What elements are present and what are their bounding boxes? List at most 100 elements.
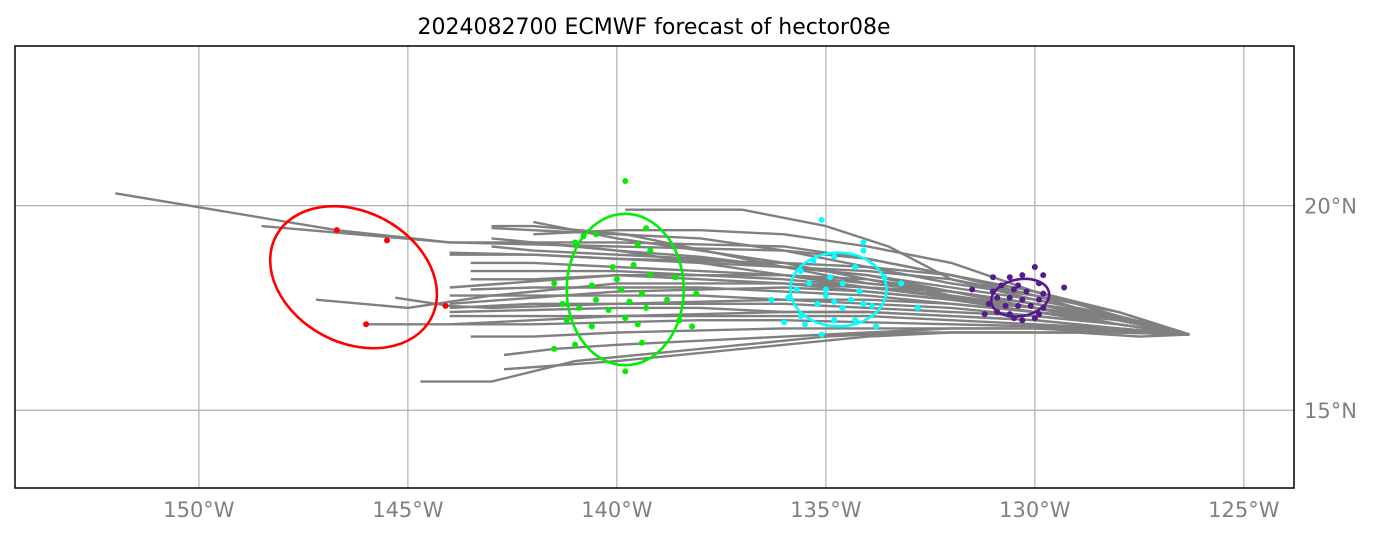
forecast-positions — [333, 178, 1068, 375]
forecast-position-point — [1010, 286, 1017, 293]
forecast-position-point — [839, 304, 846, 311]
forecast-position-point — [622, 178, 629, 185]
forecast-position-point — [647, 272, 654, 279]
forecast-position-point — [981, 311, 988, 318]
forecast-position-point — [860, 239, 867, 246]
lat-tick-label: 20°N — [1304, 195, 1357, 219]
forecast-position-point — [592, 231, 599, 238]
uncertainty-ellipse — [268, 204, 439, 350]
forecast-position-point — [994, 294, 1001, 301]
plot-area — [115, 178, 1190, 383]
forecast-position-point — [822, 286, 829, 293]
forecast-position-point — [814, 300, 821, 307]
forecast-position-point — [576, 304, 583, 311]
forecast-position-point — [881, 274, 888, 281]
forecast-position-point — [551, 345, 558, 352]
forecast-position-point — [1027, 302, 1034, 309]
ensemble-track — [449, 314, 1190, 336]
forecast-position-point — [626, 298, 633, 305]
uncertainty-ellipses — [268, 204, 1051, 367]
forecast-position-point — [363, 321, 370, 328]
ensemble-track — [503, 331, 1190, 371]
forecast-position-point — [1010, 315, 1017, 322]
axis-tick-labels: 150°W 145°W 140°W 135°W 130°W 125°W 20°N 15°N — [163, 195, 1357, 522]
forecast-position-point — [806, 280, 813, 287]
forecast-position-point — [605, 306, 612, 313]
forecast-position-point — [588, 282, 595, 289]
forecast-position-point — [613, 276, 620, 283]
forecast-position-point — [1040, 304, 1047, 311]
forecast-position-point — [898, 280, 905, 287]
forecast-position-point — [630, 261, 637, 268]
forecast-position-point — [1006, 274, 1013, 281]
forecast-position-point — [852, 317, 859, 324]
forecast-position-point — [638, 339, 645, 346]
forecast-position-point — [622, 368, 629, 375]
forecast-position-point — [990, 274, 997, 281]
forecast-position-point — [831, 317, 838, 324]
forecast-position-point — [333, 227, 340, 234]
ensemble-track — [115, 192, 1190, 336]
forecast-position-point — [559, 300, 566, 307]
ensemble-track — [449, 302, 1190, 336]
forecast-position-point — [572, 239, 579, 246]
chart-title: 2024082700 ECMWF forecast of hector08e — [418, 15, 891, 40]
forecast-position-point — [856, 288, 863, 295]
ensemble-track — [554, 243, 1190, 336]
forecast-position-point — [643, 304, 650, 311]
forecast-position-point — [781, 319, 788, 326]
forecast-position-point — [383, 237, 390, 244]
forecast-position-point — [580, 233, 587, 240]
forecast-position-point — [551, 280, 558, 287]
forecast-position-point — [1036, 280, 1043, 287]
forecast-position-point — [969, 286, 976, 293]
uncertainty-ellipse — [789, 251, 888, 328]
forecast-position-point — [689, 323, 696, 330]
forecast-position-point — [827, 274, 834, 281]
ensemble-track — [366, 310, 1190, 336]
forecast-position-point — [801, 321, 808, 328]
forecast-position-point — [1036, 311, 1043, 318]
forecast-position-point — [847, 296, 854, 303]
forecast-position-point — [985, 300, 992, 307]
forecast-position-point — [852, 264, 859, 270]
forecast-position-point — [563, 317, 570, 324]
forecast-position-point — [572, 341, 579, 348]
forecast-position-point — [785, 294, 792, 301]
forecast-position-point — [818, 216, 825, 223]
forecast-position-point — [1019, 317, 1026, 324]
forecast-position-point — [634, 321, 641, 328]
forecast-position-point — [998, 282, 1005, 289]
forecast-position-point — [592, 296, 599, 303]
forecast-position-point — [860, 300, 867, 307]
forecast-position-point — [860, 247, 867, 254]
forecast-position-point — [672, 274, 679, 281]
forecast-position-point — [797, 268, 804, 275]
forecast-position-point — [693, 290, 700, 297]
forecast-position-point — [1031, 315, 1038, 322]
graticule — [15, 46, 1294, 488]
forecast-position-point — [1019, 296, 1026, 303]
forecast-position-point — [647, 247, 654, 254]
forecast-position-point — [793, 286, 800, 293]
ensemble-track — [449, 251, 1190, 336]
forecast-position-point — [810, 257, 817, 264]
ensemble-track — [449, 319, 1190, 336]
forecast-position-point — [1023, 288, 1030, 295]
lon-tick-label: 150°W — [163, 498, 235, 522]
ensemble-track — [449, 286, 1190, 336]
forecast-position-point — [914, 304, 921, 311]
forecast-position-point — [618, 286, 625, 293]
forecast-position-point — [588, 323, 595, 330]
forecast-position-point — [818, 331, 825, 338]
forecast-position-point — [1031, 264, 1038, 270]
map-frame — [14, 45, 1295, 489]
forecast-position-point — [768, 296, 775, 303]
forecast-position-point — [643, 225, 650, 232]
forecast-position-point — [622, 315, 629, 322]
forecast-position-point — [839, 280, 846, 287]
forecast-position-point — [1040, 272, 1047, 279]
forecast-position-point — [442, 302, 449, 309]
forecast-position-point — [1019, 272, 1026, 279]
